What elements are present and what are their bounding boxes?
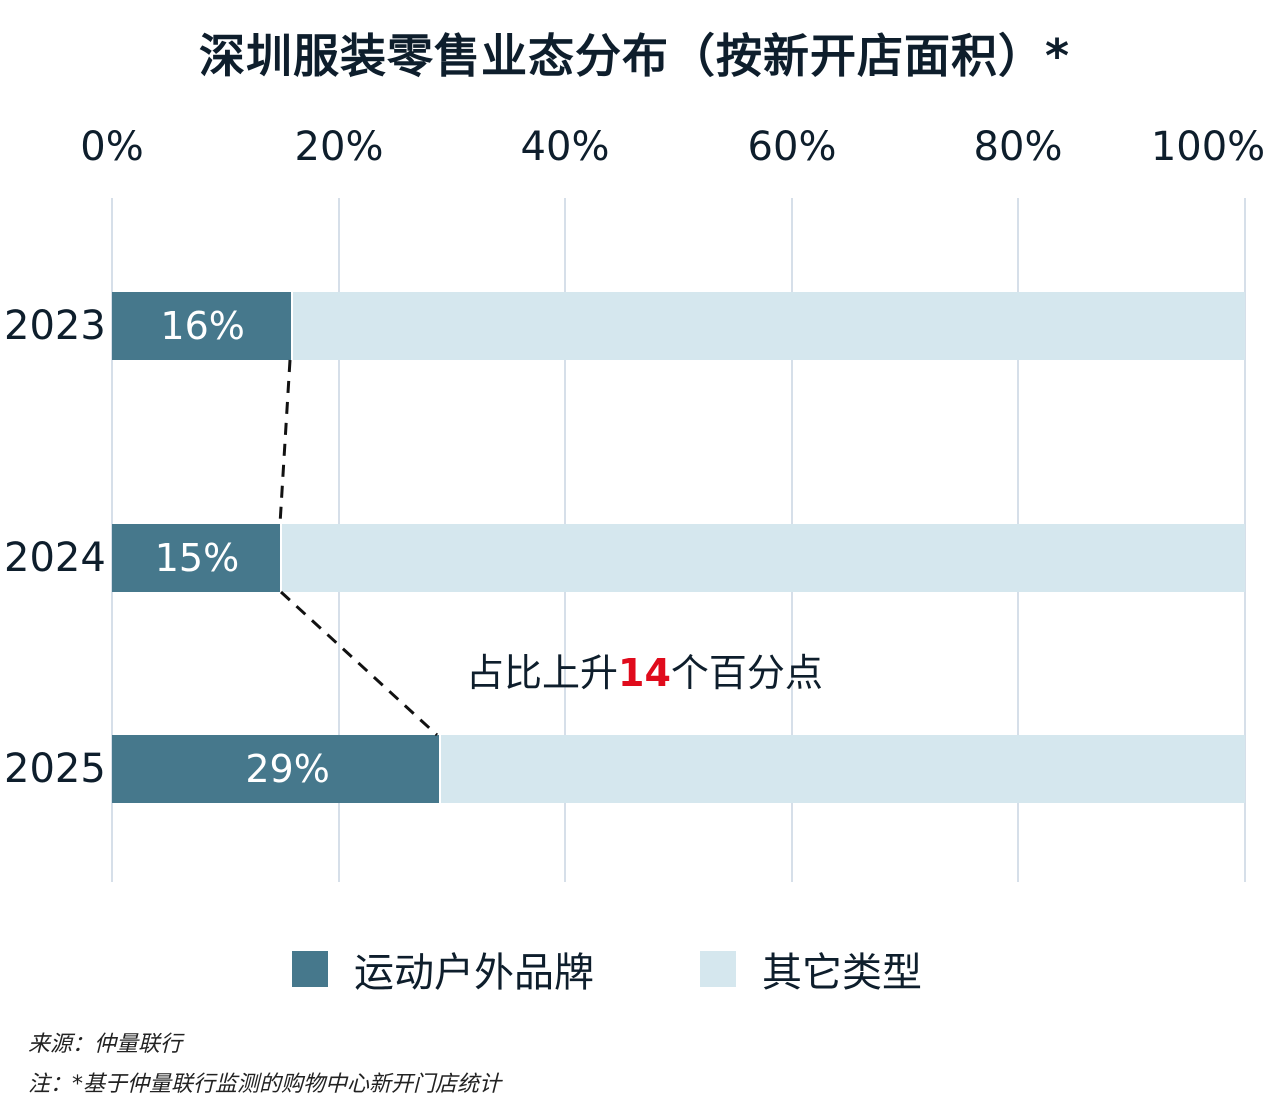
change-annotation: 占比上升14个百分点 <box>466 651 823 695</box>
bar-segment-sports-outdoor <box>112 292 294 360</box>
bar-segment-sports-outdoor <box>112 735 441 803</box>
x-tick-40: 40% <box>520 124 610 170</box>
legend-item-other: 其它类型 <box>700 940 922 998</box>
x-tick-100: 100% <box>1150 124 1266 170</box>
legend-swatch <box>292 951 328 987</box>
bar-value-label: 16% <box>160 304 245 348</box>
source-note: 来源：仲量联行 <box>28 1032 183 1057</box>
chart-title: 深圳服装零售业态分布（按新开店面积）* <box>198 29 1071 83</box>
y-label-2023: 2023 <box>4 303 106 349</box>
legend-item-sports-outdoor: 运动户外品牌 <box>292 940 594 998</box>
legend-swatch <box>700 951 736 987</box>
x-tick-20: 20% <box>294 124 384 170</box>
bar-2025: 29% <box>112 735 1245 803</box>
x-tick-80: 80% <box>973 124 1063 170</box>
bar-value-label: 29% <box>245 747 330 791</box>
x-tick-0: 0% <box>80 124 144 170</box>
gridline <box>1244 198 1246 882</box>
y-label-2024: 2024 <box>4 535 106 581</box>
x-tick-60: 60% <box>747 124 837 170</box>
bar-2023: 16% <box>112 292 1245 360</box>
bar-value-label: 15% <box>154 536 240 580</box>
bar-segment-sports-outdoor <box>112 524 282 592</box>
bar-2024: 15% <box>112 524 1245 592</box>
footnote: 注：*基于仲量联行监测的购物中心新开门店统计 <box>28 1072 502 1097</box>
y-label-2025: 2025 <box>4 746 106 792</box>
highlight-value: 14 <box>618 651 671 695</box>
